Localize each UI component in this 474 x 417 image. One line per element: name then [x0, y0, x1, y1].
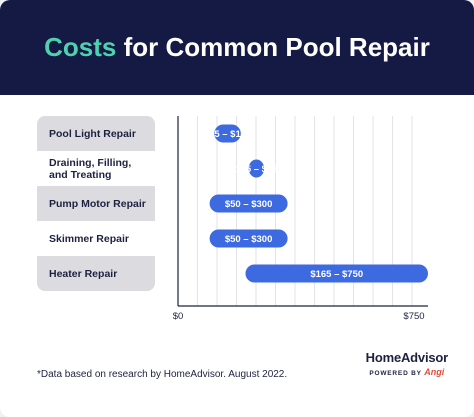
bar-label: $165 – $750 — [310, 269, 363, 280]
category-label: Pool Light Repair — [37, 116, 155, 151]
partner-logo-text: Angi — [424, 367, 445, 377]
range-bar — [214, 124, 241, 143]
bar-label: $65 – $150 — [204, 129, 252, 140]
bar-label: $50 – $300 — [225, 234, 273, 245]
category-label: Heater Repair — [37, 256, 155, 291]
x-tick-label: $0 — [173, 311, 184, 322]
bar-label: $175 – $225 — [230, 164, 284, 175]
category-label: Draining, Filling, and Treating — [49, 156, 132, 181]
range-bar — [209, 229, 288, 248]
powered-by-text: POWERED BY — [369, 370, 422, 377]
brand-powered-by: POWERED BY Angi — [366, 367, 448, 377]
brand-name: HomeAdvisor — [365, 350, 449, 365]
x-tick-label: $750 — [403, 311, 424, 322]
page-title: Costs for Common Pool Repair — [0, 0, 474, 95]
title-rest: for Common Pool Repair — [123, 32, 430, 62]
range-bar — [245, 264, 428, 283]
category-label: Skimmer Repair — [49, 232, 129, 245]
title-accent-word: Costs — [44, 32, 117, 62]
footnote: *Data based on research by HomeAdvisor. … — [37, 369, 288, 380]
category-label: Pump Motor Repair — [37, 186, 155, 221]
brand-logo: HomeAdvisor POWERED BY Angi — [365, 350, 449, 377]
bar-label: $50 – $300 — [225, 199, 273, 210]
range-bar — [248, 159, 265, 178]
header-banner: Costs for Common Pool Repair — [0, 0, 474, 95]
range-bar — [209, 194, 288, 213]
